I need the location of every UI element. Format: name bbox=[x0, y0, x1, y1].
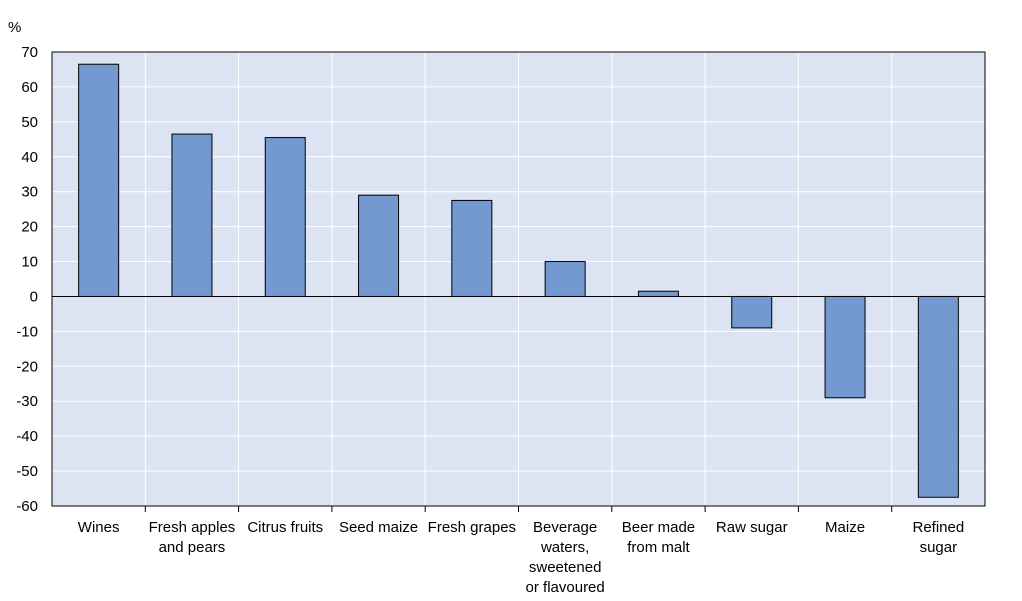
x-category-label-5: Beverage waters, sweetened or flavoured bbox=[526, 519, 605, 596]
y-tick-label-6: 10 bbox=[21, 254, 38, 271]
x-category-label-8: Maize bbox=[825, 519, 865, 536]
bar-1 bbox=[171, 133, 213, 297]
y-tick-label-3: 40 bbox=[21, 149, 38, 166]
x-category-label-3: Seed maize bbox=[339, 519, 418, 536]
y-tick-label-9: -20 bbox=[16, 358, 38, 375]
x-category-label-4: Fresh grapes bbox=[428, 519, 516, 536]
y-tick-label-12: -50 bbox=[16, 463, 38, 480]
bar-6 bbox=[637, 290, 679, 297]
y-tick-label-11: -40 bbox=[16, 428, 38, 445]
x-category-label-2: Citrus fruits bbox=[247, 519, 323, 536]
y-tick-label-4: 30 bbox=[21, 184, 38, 201]
bar-8 bbox=[824, 295, 866, 399]
bar-5 bbox=[544, 261, 586, 297]
y-tick-label-0: 70 bbox=[21, 44, 38, 61]
bar-7 bbox=[731, 295, 773, 329]
grid-lines bbox=[51, 51, 986, 512]
x-axis-category-labels: Wines Fresh apples and pears Citrus fruits S… bbox=[78, 519, 964, 596]
y-tick-label-5: 20 bbox=[21, 219, 38, 236]
y-tick-label-8: -10 bbox=[16, 323, 38, 340]
x-category-label-7: Raw sugar bbox=[716, 519, 788, 536]
bar-3 bbox=[358, 194, 400, 297]
x-category-label-9: Refined sugar bbox=[912, 519, 964, 556]
bars bbox=[78, 63, 959, 498]
y-axis-ticks: 70 60 50 40 30 20 10 0 -10 -20 -30 -40 -50 -60 bbox=[16, 44, 38, 515]
bar-0 bbox=[78, 63, 120, 297]
x-category-label-0: Wines bbox=[78, 519, 120, 536]
x-category-label-6: Beer made from malt bbox=[622, 519, 695, 556]
plot-border bbox=[51, 51, 986, 507]
y-axis-unit-label: % bbox=[8, 19, 21, 36]
y-tick-label-13: -60 bbox=[16, 498, 38, 515]
x-category-label-1: Fresh apples and pears bbox=[149, 519, 236, 556]
bar-9 bbox=[917, 295, 959, 498]
y-tick-label-7: 0 bbox=[30, 288, 38, 305]
y-tick-label-10: -30 bbox=[16, 393, 38, 410]
bar-4 bbox=[451, 199, 493, 297]
bar-2 bbox=[264, 137, 306, 297]
y-tick-label-2: 50 bbox=[21, 114, 38, 131]
y-tick-label-1: 60 bbox=[21, 79, 38, 96]
